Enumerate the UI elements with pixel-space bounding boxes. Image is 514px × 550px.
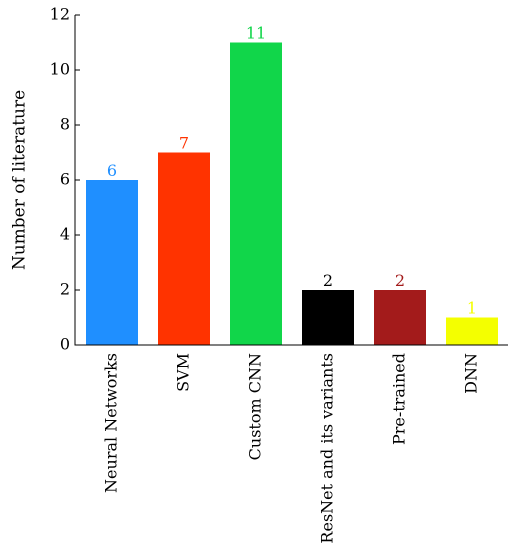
bar-value-label: 6 [107, 161, 117, 180]
category-label: SVM [174, 353, 193, 392]
bar [158, 152, 210, 345]
category-labels: Neural Networks SVM Custom CNN ResNet and i… [102, 353, 481, 544]
y-tick-label: 0 [60, 335, 70, 354]
y-tick-label: 10 [50, 60, 70, 79]
axes-frame [74, 15, 508, 346]
y-tick-label: 8 [60, 115, 70, 134]
category-label: Neural Networks [102, 353, 121, 493]
bar [86, 180, 138, 345]
bar [374, 290, 426, 345]
bar-value-label: 1 [467, 299, 477, 318]
bar-value-label: 2 [395, 271, 405, 290]
bar [302, 290, 354, 345]
y-axis-ticks: 0 2 4 6 8 10 12 [50, 5, 80, 354]
category-label: DNN [462, 353, 481, 394]
bar [446, 317, 498, 345]
bars [86, 42, 498, 345]
category-label: ResNet and its variants [318, 353, 337, 544]
value-labels: 6 7 11 2 2 1 [107, 24, 477, 318]
y-tick-label: 12 [50, 5, 70, 24]
y-tick-label: 4 [60, 225, 70, 244]
bar-value-label: 11 [246, 24, 266, 43]
bar [230, 42, 282, 345]
y-axis-title: Number of literature [10, 90, 30, 270]
y-axis-title-group: Number of literature [10, 90, 30, 270]
bar-value-label: 2 [323, 271, 333, 290]
y-tick-label: 6 [60, 170, 70, 189]
y-tick-label: 2 [60, 280, 70, 299]
category-label: Pre-trained [390, 353, 409, 445]
category-label: Custom CNN [246, 353, 265, 460]
bar-value-label: 7 [179, 134, 189, 153]
